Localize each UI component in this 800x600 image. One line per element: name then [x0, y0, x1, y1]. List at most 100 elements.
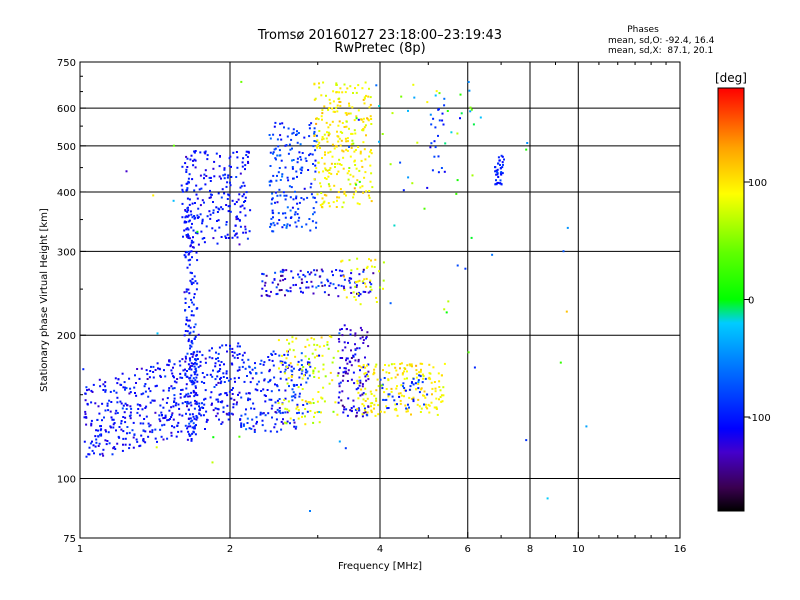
data-point — [293, 213, 296, 216]
data-point — [432, 117, 435, 120]
data-point — [339, 130, 342, 133]
data-point — [289, 422, 291, 425]
data-point — [362, 398, 365, 401]
data-point — [364, 81, 367, 84]
data-point — [367, 291, 370, 294]
data-point — [310, 280, 313, 283]
data-point — [289, 290, 292, 293]
data-point — [426, 407, 429, 410]
data-point — [184, 251, 187, 254]
data-point — [368, 258, 370, 261]
data-point — [163, 417, 166, 419]
data-point — [367, 345, 370, 348]
data-point — [217, 400, 220, 403]
data-point — [232, 230, 235, 233]
data-point — [196, 394, 199, 397]
data-point — [302, 366, 305, 368]
data-point — [290, 395, 293, 398]
data-point — [216, 220, 218, 222]
data-point — [313, 140, 316, 142]
data-point — [313, 135, 316, 137]
data-point — [184, 330, 187, 332]
data-point — [357, 387, 360, 390]
data-point — [289, 148, 292, 151]
data-point — [321, 136, 324, 138]
data-point — [291, 147, 293, 150]
data-point — [191, 272, 193, 275]
data-point — [343, 408, 346, 411]
data-point — [152, 365, 155, 368]
data-point — [444, 142, 447, 145]
data-point — [289, 362, 292, 365]
data-point — [175, 402, 178, 405]
data-point — [345, 194, 347, 197]
data-point — [305, 371, 308, 374]
data-point — [336, 162, 339, 165]
data-point — [289, 209, 292, 212]
data-point — [203, 382, 206, 384]
data-point — [370, 283, 373, 286]
data-point — [343, 287, 346, 290]
data-point — [329, 123, 332, 126]
data-point — [191, 301, 194, 304]
data-point — [300, 158, 303, 161]
data-point — [285, 226, 288, 229]
data-point — [216, 412, 219, 415]
data-point — [280, 289, 283, 291]
data-point — [225, 237, 227, 239]
data-point — [198, 412, 201, 415]
data-point — [396, 414, 399, 417]
data-point — [360, 118, 363, 121]
data-point — [354, 332, 357, 335]
data-point — [104, 409, 107, 412]
data-point — [193, 381, 196, 384]
data-point — [271, 359, 274, 362]
data-point — [430, 123, 433, 126]
data-point — [436, 413, 439, 416]
data-point — [335, 106, 338, 109]
data-point — [291, 399, 294, 402]
data-point — [311, 220, 314, 223]
data-point — [204, 183, 207, 186]
data-point — [124, 388, 126, 391]
data-point — [149, 424, 152, 427]
data-point — [187, 408, 190, 411]
data-point — [294, 355, 297, 358]
data-point — [313, 83, 316, 86]
data-point — [370, 259, 372, 262]
data-point — [346, 149, 349, 152]
data-point — [365, 277, 368, 280]
data-point — [335, 84, 338, 86]
data-point — [420, 388, 423, 391]
data-point — [284, 278, 287, 280]
data-point — [189, 158, 192, 161]
data-point — [359, 337, 362, 340]
data-point — [320, 396, 323, 399]
data-point — [194, 166, 197, 169]
data-point — [388, 372, 391, 374]
data-point — [289, 417, 292, 420]
data-point — [299, 168, 302, 171]
data-point — [270, 398, 273, 401]
data-point — [193, 351, 196, 354]
data-point — [298, 369, 301, 371]
data-point — [469, 110, 472, 113]
data-point — [244, 196, 247, 199]
data-point — [240, 80, 243, 83]
data-point — [316, 146, 319, 149]
data-point — [270, 390, 273, 393]
data-point — [350, 407, 353, 409]
data-point — [303, 374, 305, 377]
data-point — [439, 396, 442, 398]
data-point — [217, 192, 220, 195]
data-point — [370, 149, 372, 152]
data-point — [95, 438, 98, 441]
data-point — [83, 440, 86, 443]
data-point — [188, 173, 191, 176]
data-point — [253, 431, 256, 433]
data-point — [190, 362, 193, 365]
data-point — [92, 444, 95, 447]
data-point — [313, 133, 316, 136]
data-point — [112, 418, 115, 421]
data-point — [278, 154, 281, 157]
